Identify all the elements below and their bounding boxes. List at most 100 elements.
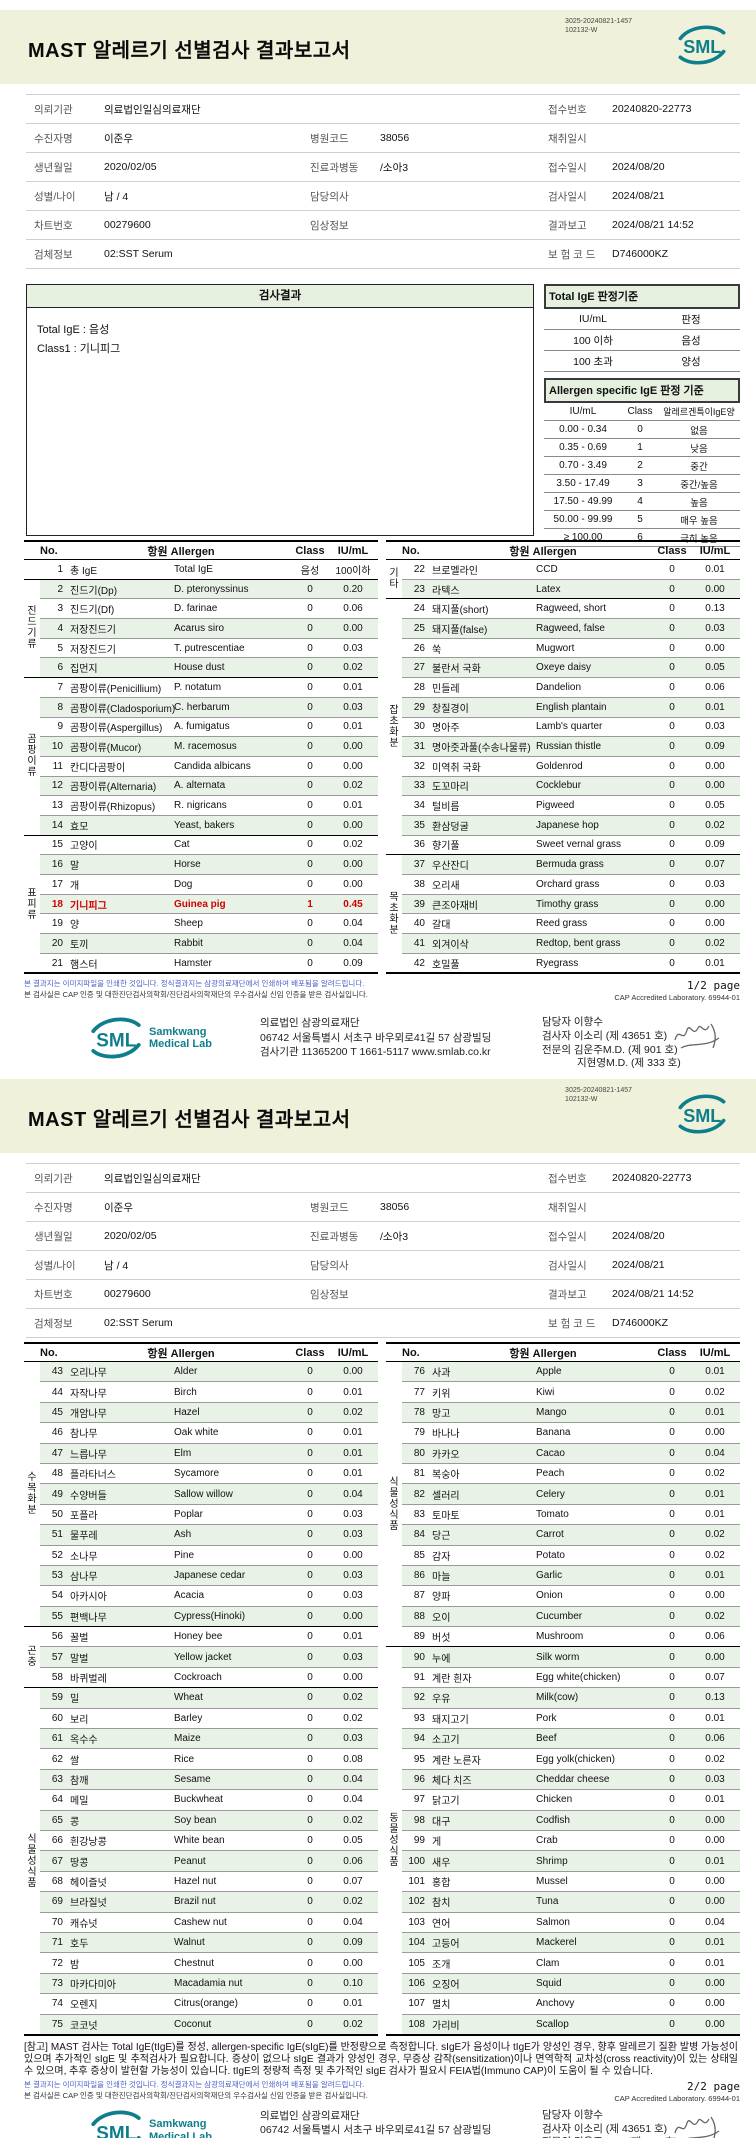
allergen-name-kr: 돼지고기 xyxy=(432,1714,469,1726)
allergen-iu: 0.01 xyxy=(343,1998,363,2010)
allergen-no: 17 xyxy=(51,878,63,890)
allergen-class: 0 xyxy=(669,859,675,871)
allergen-name-kr: 누에 xyxy=(432,1653,451,1665)
patient-info-row: 차트번호 00279600 임상정보 결과보고 2024/08/21 14:52 xyxy=(26,1280,740,1309)
allergen-row: 101 홍합 Mussel 0 0.00 xyxy=(402,1870,740,1891)
allergen-name-en: Pork xyxy=(536,1712,557,1724)
allergen-name-en: Dog xyxy=(174,878,193,890)
allergen-name-en: Scallop xyxy=(536,2018,569,2030)
allergen-no: 42 xyxy=(413,957,425,969)
allergen-name-kr: 도꼬마리 xyxy=(432,782,469,794)
group-label-char: 표 xyxy=(27,887,37,899)
allergen-name-en: Tuna xyxy=(536,1896,559,1908)
allergen-name-en: Honey bee xyxy=(174,1631,223,1643)
allergen-name-kr: 우산잔디 xyxy=(432,861,469,873)
info-label: 접수번호 xyxy=(548,103,587,116)
allergen-name-en: A. fumigatus xyxy=(174,721,230,733)
allergen-no: 68 xyxy=(51,1875,63,1887)
sml-logo-text: SML xyxy=(683,1106,721,1126)
allergen-no: 105 xyxy=(408,1957,425,1969)
group-label-char: 피 xyxy=(27,898,37,910)
allergen-no: 19 xyxy=(51,918,63,930)
allergen-iu: 0.00 xyxy=(343,819,363,831)
allergen-name-en: Mackerel xyxy=(536,1937,577,1949)
col-header-class: Class xyxy=(657,1346,687,1359)
info-value: 남 / 4 xyxy=(104,1259,129,1272)
allergen-row: 103 연어 Salmon 0 0.04 xyxy=(402,1911,740,1932)
result-summary-body: Total IgE : 음성 Class1 : 기니피그 xyxy=(27,308,533,373)
allergen-group: 목 초 화 분 37 우산잔디 Bermuda grass 0 0.07 38 오리새 Orchard… xyxy=(386,854,740,972)
allergen-name-kr: 곰팡이류(Cladosporium) xyxy=(70,703,176,715)
allergen-name-kr: 고등어 xyxy=(432,1939,460,1951)
allergen-name-kr: 편백나무 xyxy=(70,1612,107,1624)
allergen-class: 0 xyxy=(669,1529,675,1541)
allergen-class: 0 xyxy=(307,1590,313,1602)
criteria-class: 6 xyxy=(637,532,643,543)
allergen-name-en: Acacia xyxy=(174,1590,205,1602)
criteria-range: 100 초과 xyxy=(573,355,613,368)
criteria-range: 100 이하 xyxy=(573,334,613,347)
allergen-iu: 0.01 xyxy=(705,1855,725,1867)
staff-technician: 검사자 이소리 (제 43651 호) xyxy=(542,2122,668,2135)
allergen-iu: 0.01 xyxy=(705,1508,725,1520)
allergen-name-en: Tomato xyxy=(536,1508,569,1520)
criteria-row: 100 초과 양성 xyxy=(544,351,740,372)
allergen-name-kr: 캐슈넛 xyxy=(70,1918,98,1930)
allergen-class: 0 xyxy=(307,1937,313,1949)
allergen-class: 0 xyxy=(307,878,313,890)
allergen-name-en: Cocklebur xyxy=(536,780,582,792)
allergen-class: 0 xyxy=(669,1753,675,1765)
allergen-row: 55 편백나무 Cypress(Hinoki) 0 0.00 xyxy=(40,1605,378,1627)
info-value: 38056 xyxy=(380,132,410,144)
allergen-name-kr: 마카다미아 xyxy=(70,1979,116,1991)
allergen-name-en: Sesame xyxy=(174,1774,211,1785)
col-header-iu: IU/mL xyxy=(337,1346,369,1359)
allergen-class: 0 xyxy=(669,839,675,851)
group-label-char: 분 xyxy=(27,1505,37,1517)
allergen-no: 65 xyxy=(51,1814,63,1826)
allergen-class: 0 xyxy=(669,1386,675,1398)
allergen-name-kr: 보리 xyxy=(70,1714,89,1726)
allergen-no: 71 xyxy=(51,1937,63,1949)
allergen-name-en: Beef xyxy=(536,1733,557,1745)
allergen-no: 62 xyxy=(51,1753,63,1765)
criteria-row: 0.00 - 0.34 0 없음 xyxy=(544,421,740,439)
allergen-row: 78 망고 Mango 0 0.01 xyxy=(402,1401,740,1423)
allergen-iu: 0.01 xyxy=(343,681,363,693)
report-page-1: MAST 알레르기 선별검사 결과보고서 3025-20240821-1457 … xyxy=(0,10,756,1069)
criteria-level: 낮음 xyxy=(690,443,708,455)
info-label: 접수번호 xyxy=(548,1172,587,1185)
page-indicator: 1/2 page CAP Accredited Laboratory. 69944… xyxy=(614,979,740,1002)
allergen-name-en: Buckwheat xyxy=(174,1794,223,1806)
summary-section: 검사결과 Total IgE : 음성 Class1 : 기니피그 Total … xyxy=(26,284,740,547)
allergen-no: 18 xyxy=(51,898,63,910)
allergen-name-kr: 느릅나무 xyxy=(70,1449,107,1461)
allergen-row: 3 진드기(Df) D. farinae 0 0.06 xyxy=(40,598,378,618)
allergen-name-kr: 창질경이 xyxy=(432,703,469,715)
allergen-class: 0 xyxy=(307,760,313,772)
allergen-name-kr: 토끼 xyxy=(70,939,89,951)
allergen-iu: 0.01 xyxy=(343,800,363,812)
allergen-row: 39 큰조아재비 Timothy grass 0 0.00 xyxy=(402,893,740,914)
group-label xyxy=(24,560,40,579)
allergen-name-en: Mushroom xyxy=(536,1631,584,1643)
footer-logo-name: Samkwang Medical Lab xyxy=(149,1026,212,1051)
patient-info-row: 성별/나이 남 / 4 담당의사 검사일시 2024/08/21 xyxy=(26,1251,740,1280)
criteria-range: 0.00 - 0.34 xyxy=(559,424,607,435)
col-header-class: Class xyxy=(295,1346,325,1359)
criteria-class: 3 xyxy=(637,478,643,489)
allergen-row: 50 포플라 Poplar 0 0.03 xyxy=(40,1503,378,1524)
allergen-no: 72 xyxy=(51,1957,63,1969)
allergen-name-en: Silk worm xyxy=(536,1651,580,1663)
allergen-row: 70 캐슈넛 Cashew nut 0 0.04 xyxy=(40,1911,378,1932)
allergen-name-en: Hazel nut xyxy=(174,1875,217,1887)
allergen-no: 4 xyxy=(57,622,63,634)
criteria-header-row: IU/mL Class 알레르겐특이IgE양 xyxy=(544,403,740,421)
allergen-no: 90 xyxy=(413,1651,425,1663)
allergen-iu: 0.07 xyxy=(343,1875,363,1887)
allergen-iu: 0.01 xyxy=(705,1794,725,1806)
allergen-name-en: Citrus(orange) xyxy=(174,1998,238,2010)
allergen-iu: 0.01 xyxy=(705,1488,725,1500)
allergen-name-kr: 큰조아재비 xyxy=(432,900,478,912)
allergen-table-right-column: No. 항원 Allergen Class IU/mL 기 타 22 브로멜라인 CCD 0 0.0… xyxy=(386,540,740,975)
